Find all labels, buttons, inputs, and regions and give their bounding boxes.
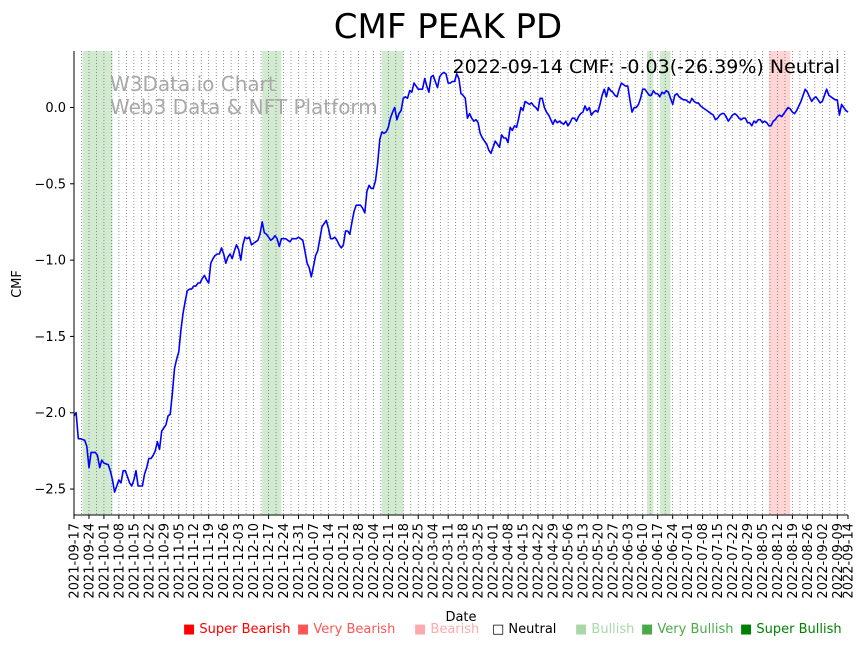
x-tick-label: 2022-08-26 bbox=[801, 523, 816, 599]
x-tick-label: 2021-11-26 bbox=[217, 523, 232, 599]
legend-item: ■ Super Bearish bbox=[183, 622, 291, 637]
x-tick-label: 2022-05-06 bbox=[561, 523, 576, 599]
x-tick-label: 2022-07-08 bbox=[696, 523, 711, 599]
x-tick-label: 2022-01-14 bbox=[322, 523, 337, 599]
x-tick-label: 2022-03-18 bbox=[457, 523, 472, 599]
y-axis-label: CMF bbox=[10, 270, 25, 298]
x-tick-label: 2022-07-15 bbox=[711, 523, 726, 599]
watermark-line-1: W3Data.io Chart bbox=[110, 72, 276, 96]
signal-band bbox=[768, 51, 791, 515]
x-tick-label: 2022-02-18 bbox=[397, 523, 412, 599]
latest-value-annotation: 2022-09-14 CMF: -0.03(-26.39%) Neutral bbox=[453, 56, 840, 78]
x-tick-label: 2022-01-28 bbox=[352, 523, 367, 599]
x-axis-ticks: 2021-09-17 2021-09-24 2021-10-01 2021-10-08… bbox=[68, 515, 857, 599]
x-tick-label: 2021-11-05 bbox=[172, 523, 187, 599]
y-tick-label: −1.5 bbox=[34, 330, 66, 345]
x-tick-label: 2021-12-31 bbox=[292, 523, 307, 599]
legend-item: □ Neutral bbox=[492, 622, 556, 637]
x-tick-label: 2022-02-04 bbox=[367, 523, 382, 599]
y-tick-label: −2.0 bbox=[34, 406, 66, 421]
x-tick-label: 2022-03-11 bbox=[442, 523, 457, 599]
x-tick-label: 2022-06-24 bbox=[666, 523, 681, 599]
x-tick-label: 2021-11-19 bbox=[202, 523, 217, 599]
x-tick-label: 2022-02-25 bbox=[412, 523, 427, 599]
x-tick-label: 2022-04-29 bbox=[546, 523, 561, 599]
x-tick-label: 2021-10-15 bbox=[127, 523, 142, 599]
x-tick-label: 2022-06-10 bbox=[636, 523, 651, 599]
series-layer bbox=[73, 71, 849, 493]
x-tick-label: 2022-03-25 bbox=[472, 523, 487, 599]
watermark-line-2: Web3 Data & NFT Platform bbox=[110, 95, 378, 119]
x-tick-label: 2022-05-20 bbox=[591, 523, 606, 599]
x-tick-label: 2021-10-08 bbox=[112, 523, 127, 599]
x-tick-label: 2021-10-22 bbox=[142, 523, 157, 599]
x-tick-label: 2022-04-01 bbox=[487, 523, 502, 599]
x-tick-label: 2021-09-17 bbox=[68, 523, 83, 599]
x-tick-label: 2022-08-19 bbox=[786, 523, 801, 599]
x-tick-label: 2022-09-02 bbox=[816, 523, 831, 599]
x-tick-label: 2022-04-22 bbox=[531, 523, 546, 599]
legend-item: ■ Super Bullish bbox=[740, 622, 842, 637]
x-tick-label: 2021-10-01 bbox=[97, 523, 112, 599]
x-tick-label: 2022-02-11 bbox=[382, 523, 397, 599]
x-axis-label: Date bbox=[445, 610, 476, 625]
x-tick-label: 2022-06-17 bbox=[651, 523, 666, 599]
x-tick-label: 2021-12-17 bbox=[262, 523, 277, 599]
x-tick-label: 2022-09-09 bbox=[831, 523, 846, 599]
x-tick-label: 2022-01-07 bbox=[307, 523, 322, 599]
x-tick-label: 2022-04-08 bbox=[502, 523, 517, 599]
x-tick-label: 2022-01-21 bbox=[337, 523, 352, 599]
vertical-gridlines bbox=[73, 51, 846, 515]
x-tick-label: 2021-09-24 bbox=[82, 523, 97, 599]
legend-item: ■ Very Bearish bbox=[297, 622, 395, 637]
signal-band bbox=[381, 51, 404, 515]
y-tick-label: −1.0 bbox=[34, 254, 66, 269]
legend: ■ Super Bearish ■ Very Bearish ■ Bearish □ … bbox=[183, 622, 842, 637]
x-tick-label: 2021-12-03 bbox=[232, 523, 247, 599]
signal-band bbox=[262, 51, 282, 515]
x-tick-label: 2022-04-15 bbox=[517, 523, 532, 599]
x-tick-label: 2022-03-04 bbox=[427, 523, 442, 599]
x-tick-label: 2022-07-22 bbox=[726, 523, 741, 599]
x-tick-label: 2021-10-29 bbox=[157, 523, 172, 599]
y-axis-ticks: −2.5 −2.0 −1.5 −1.0 −0.5 0.0 bbox=[34, 101, 74, 498]
x-tick-label: 2021-12-10 bbox=[247, 523, 262, 599]
y-tick-label: −2.5 bbox=[34, 483, 66, 498]
x-tick-label: 2022-07-01 bbox=[681, 523, 696, 599]
x-tick-label: 2021-12-24 bbox=[277, 523, 292, 599]
x-tick-label: 2022-08-12 bbox=[771, 523, 786, 599]
x-tick-label: 2022-08-05 bbox=[756, 523, 771, 599]
x-tick-label: 2022-05-27 bbox=[606, 523, 621, 599]
y-tick-label: 0.0 bbox=[45, 101, 66, 116]
x-tick-label: 2022-09-14 bbox=[842, 523, 857, 599]
x-tick-label: 2022-07-29 bbox=[741, 523, 756, 599]
y-tick-label: −0.5 bbox=[34, 177, 66, 192]
x-tick-label: 2022-05-13 bbox=[576, 523, 591, 599]
signal-band bbox=[82, 51, 113, 515]
legend-item: ■ Very Bullish bbox=[641, 622, 733, 637]
chart-title: CMF PEAK PD bbox=[334, 7, 562, 47]
legend-item: ■ Bearish bbox=[414, 622, 479, 637]
x-tick-label: 2021-11-12 bbox=[187, 523, 202, 599]
signal-bands bbox=[82, 51, 791, 515]
axes bbox=[73, 51, 848, 516]
series-line-cmf bbox=[73, 71, 849, 493]
x-tick-label: 2022-06-03 bbox=[621, 523, 636, 599]
legend-item: ■ Bullish bbox=[575, 622, 634, 637]
